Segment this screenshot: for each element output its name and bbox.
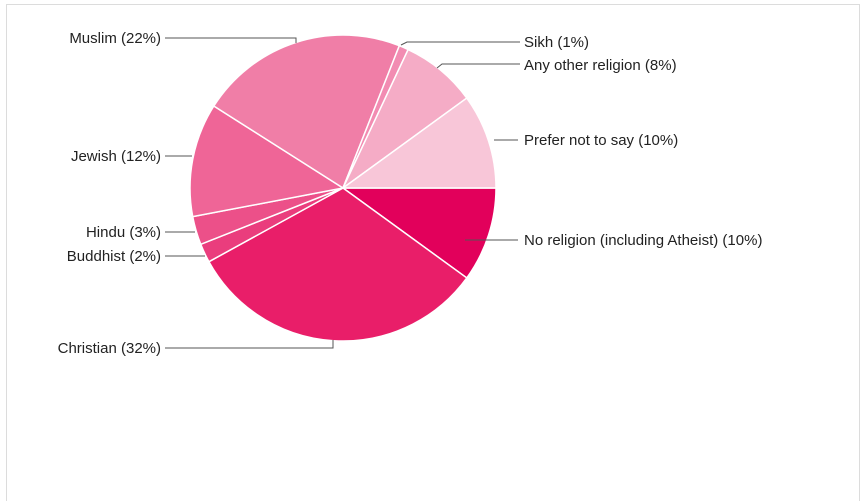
label-jewish: Jewish (12%) xyxy=(71,148,161,165)
pie-slices xyxy=(189,34,497,342)
leader-any-other xyxy=(436,63,520,69)
label-christian: Christian (32%) xyxy=(58,340,161,357)
pie-slice-0[interactable] xyxy=(340,187,497,279)
pie-slice-8[interactable] xyxy=(340,97,497,189)
leader-christian xyxy=(165,340,334,349)
label-any-other: Any other religion (8%) xyxy=(524,57,677,74)
pie-slice-4[interactable] xyxy=(189,104,346,218)
label-muslim: Muslim (22%) xyxy=(69,30,161,47)
label-no-religion: No religion (including Atheist) (10%) xyxy=(524,232,762,249)
slice-labels: No religion (including Atheist) (10%) Ch… xyxy=(58,30,763,357)
leader-lines xyxy=(165,37,520,349)
label-sikh: Sikh (1%) xyxy=(524,34,589,51)
leader-muslim xyxy=(165,37,297,43)
label-hindu: Hindu (3%) xyxy=(86,224,161,241)
label-buddhist: Buddhist (2%) xyxy=(67,248,161,265)
leader-sikh xyxy=(400,41,520,46)
label-prefer-not: Prefer not to say (10%) xyxy=(524,132,678,149)
